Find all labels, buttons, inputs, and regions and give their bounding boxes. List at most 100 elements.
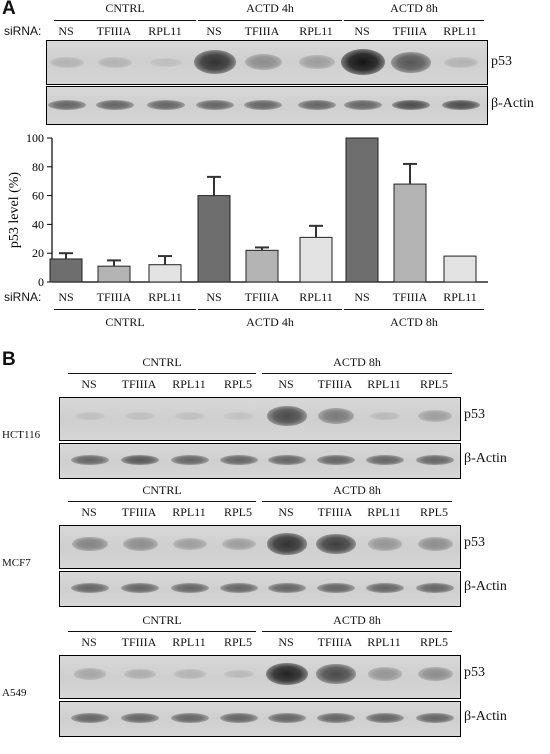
panel-b-actin-label: β-Actin (464, 709, 507, 724)
panel-b-cell-line-label: HCT116 (2, 429, 41, 441)
panel-b-group-actd8h: ACTD 8h (333, 613, 381, 627)
actin-band (48, 100, 86, 110)
actin-band (268, 713, 306, 723)
actin-band (220, 455, 258, 465)
panel-a-letter: A (2, 0, 16, 19)
panel-b-lane-label: NS (81, 505, 97, 519)
actin-band (244, 100, 282, 110)
actin-band (121, 583, 159, 593)
panel-b-lane-label: TFIIIA (317, 505, 353, 519)
p53-band (174, 412, 206, 420)
actin-band (71, 583, 109, 593)
y-tick-label: 60 (32, 189, 44, 203)
bar (245, 249, 279, 283)
bar (393, 183, 427, 283)
actin-band (366, 455, 404, 465)
p53-band (149, 57, 183, 67)
actin-band (317, 583, 355, 593)
panel-a-bottom-group-cntrl: CNTRL (105, 315, 145, 329)
actin-band (416, 455, 454, 465)
bar (97, 265, 131, 283)
panel-b-lane-label: NS (278, 505, 294, 519)
p53-band (317, 408, 355, 424)
p53-band (193, 50, 237, 74)
panel-b-actin-label: β-Actin (464, 451, 507, 466)
panel-b-group-actd8h: ACTD 8h (333, 483, 381, 497)
panel-a-group-actd4h: ACTD 4h (246, 1, 294, 15)
panel-b-group-cntrl: CNTRL (142, 483, 182, 497)
actin-band (96, 100, 134, 110)
actin-band (71, 455, 109, 465)
panel-a-bottom-group-actd8h: ACTD 8h (390, 315, 438, 329)
panel-b-group-actd8h: ACTD 8h (333, 355, 381, 369)
p53-band (122, 537, 158, 551)
panel-b-lane-label: RPL5 (419, 505, 448, 519)
actin-band (268, 455, 306, 465)
actin-band (416, 713, 454, 723)
actin-band (392, 100, 430, 110)
lane-label-top: TFIIIA (96, 24, 132, 38)
panel-b-lane-label: RPL5 (419, 635, 448, 649)
bar (299, 236, 333, 283)
lane-label-bottom: RPL11 (148, 290, 182, 304)
panel-b-lane-label: NS (81, 377, 97, 391)
lane-label-bottom: RPL11 (443, 290, 477, 304)
p53-band (50, 56, 84, 68)
panel-b-group-cntrl: CNTRL (142, 355, 182, 369)
y-tick-label: 80 (32, 160, 44, 174)
actin-band (317, 713, 355, 723)
panel-b-p53-blot (59, 655, 461, 699)
panel-b-lane-label: RPL11 (172, 377, 206, 391)
p53-band (74, 412, 106, 420)
panel-a-actin-label: β-Actin (491, 96, 534, 111)
p53-band (341, 49, 385, 75)
panel-a-actin-blot (46, 86, 488, 125)
panel-b-lane-label: NS (278, 377, 294, 391)
panel-b-letter: B (2, 349, 16, 370)
panel-a-sirna-label: siRNA: (4, 24, 42, 38)
panel-b-lane-label: RPL11 (172, 505, 206, 519)
panel-b-lane-label: RPL5 (419, 377, 448, 391)
actin-band (298, 100, 336, 110)
panel-b-lane-label: RPL11 (367, 377, 401, 391)
panel-a-group-cntrl: CNTRL (105, 1, 145, 15)
lane-label-top: NS (58, 24, 74, 38)
p53-band (316, 664, 356, 684)
panel-b-group-line-actd8h (262, 501, 452, 502)
p53-band (72, 536, 108, 552)
p53-band (299, 55, 335, 69)
panel-b-lane-label: NS (278, 635, 294, 649)
actin-band (366, 583, 404, 593)
p53-band (418, 409, 452, 423)
p53-band (417, 537, 453, 551)
actin-band (442, 100, 480, 110)
bar (197, 195, 231, 283)
p53-band (267, 406, 307, 426)
panel-b-p53-blot (59, 397, 461, 441)
actin-band (220, 713, 258, 723)
panel-a-group-line-actd4h (198, 20, 342, 21)
panel-a-chart-sirna-label: siRNA: (4, 290, 42, 304)
p53-band (98, 56, 132, 68)
p53-band (390, 51, 432, 73)
p53-band (266, 662, 308, 686)
panel-b-group-line-cntrl (68, 501, 256, 502)
panel-b-group-line-actd8h (262, 631, 452, 632)
y-tick-label: 0 (38, 275, 44, 289)
p53-band (367, 537, 403, 551)
lane-label-top: NS (354, 24, 370, 38)
lane-label-bottom: NS (354, 290, 370, 304)
panel-b-lane-label: RPL11 (367, 505, 401, 519)
p53-band (124, 412, 156, 420)
panel-b-p53-label: p53 (464, 535, 485, 550)
panel-a-bottom-line-cntrl (54, 309, 196, 310)
p53-band (174, 669, 206, 679)
panel-a-group-actd8h: ACTD 8h (390, 1, 438, 15)
panel-b-lane-label: RPL5 (223, 377, 252, 391)
actin-band (317, 455, 355, 465)
y-axis-label: p53 level (%) (7, 172, 22, 249)
p53-band (266, 533, 308, 555)
lane-label-top: RPL11 (443, 24, 477, 38)
bar (148, 264, 182, 283)
